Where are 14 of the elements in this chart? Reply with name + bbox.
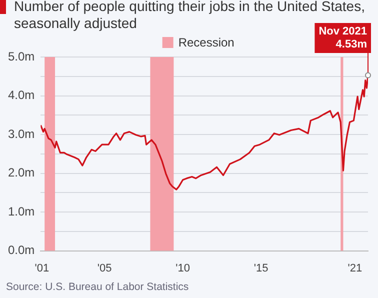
x-tick-label: '01	[34, 262, 50, 274]
y-tick-label: 4.0m	[8, 88, 35, 102]
y-tick-label: 1.0m	[8, 204, 35, 218]
legend-label: Recession	[178, 35, 234, 50]
x-tick-label: '05	[97, 262, 112, 274]
source-note: Source: U.S. Bureau of Labor Statistics	[6, 281, 189, 293]
annotation: Nov 2021 4.53m	[318, 26, 368, 51]
y-tick-label: 0.0m	[8, 243, 35, 258]
x-tick-label: '21	[348, 262, 362, 274]
y-tick-label: 2.0m	[8, 166, 35, 180]
x-tick-label: '10	[176, 262, 190, 274]
y-tick-label: 5.0m	[8, 49, 35, 64]
x-tick-label: '15	[254, 262, 268, 274]
y-tick-label: 3.0m	[8, 126, 35, 141]
